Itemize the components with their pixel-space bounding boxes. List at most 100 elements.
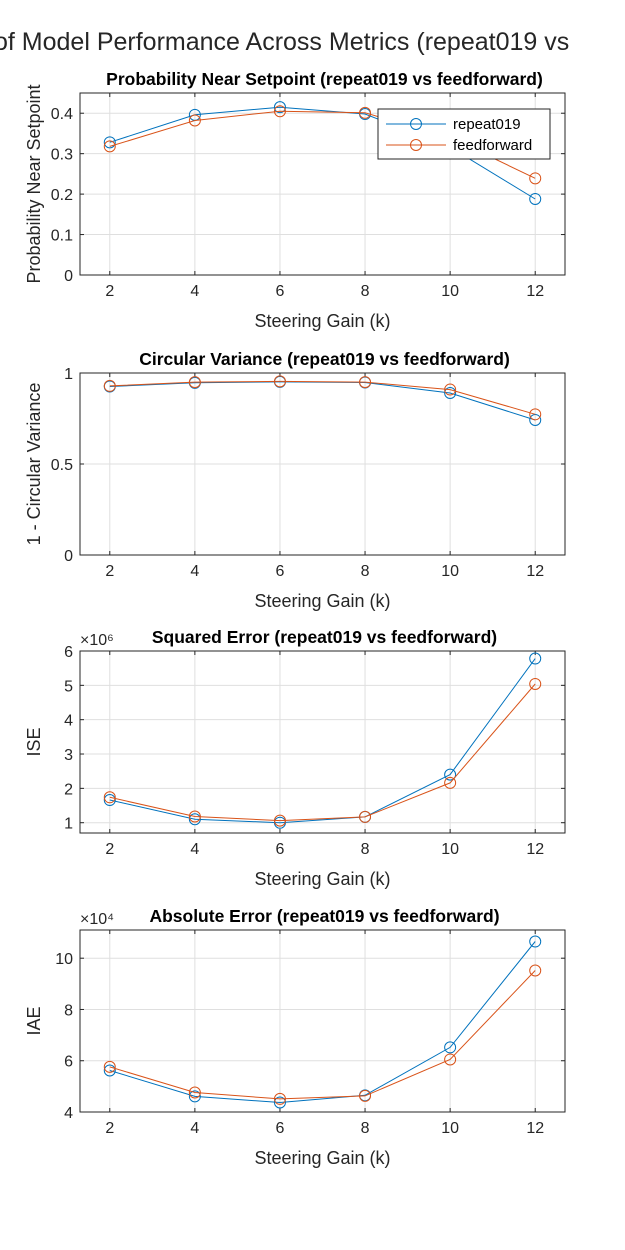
y-tick-label: 6	[64, 1054, 73, 1071]
data-point-feedforward	[273, 105, 286, 118]
data-point-repeat019	[188, 813, 201, 826]
y-tick-label: 4	[64, 1105, 73, 1122]
data-point-feedforward	[444, 776, 457, 789]
subplot-title: Squared Error (repeat019 vs feedforward)	[152, 627, 497, 647]
y-tick-label: 3	[64, 747, 73, 764]
y-axis-label: IAE	[24, 1006, 44, 1035]
y-tick-label: 1	[64, 366, 73, 383]
data-point-feedforward	[359, 1089, 372, 1102]
data-point-repeat019	[103, 136, 116, 149]
data-point-feedforward	[103, 379, 116, 392]
x-tick-label: 4	[190, 283, 199, 300]
y-axis-label: 1 - Circular Variance	[24, 383, 44, 546]
legend-box	[377, 108, 551, 160]
series-line-feedforward	[109, 970, 536, 1100]
data-point-repeat019	[529, 935, 542, 948]
y-tick-label: 10	[55, 951, 73, 968]
data-point-repeat019	[529, 192, 542, 205]
x-tick-label: 4	[190, 1120, 199, 1137]
legend-label-repeat019: repeat019	[453, 116, 521, 133]
subplot-1: 2 4 6 8 10 12 0 0.1 0.2 0.3 0.4 Probability Near Se…	[24, 69, 566, 331]
x-tick-label: 10	[441, 563, 459, 580]
x-axis-label: Steering Gain (k)	[254, 1148, 390, 1168]
x-axis-label: Steering Gain (k)	[254, 869, 390, 889]
data-point-feedforward	[529, 408, 542, 421]
data-point-feedforward	[529, 677, 542, 690]
data-point-feedforward	[188, 376, 201, 389]
y-tick-label: 0.5	[51, 457, 73, 474]
subplot-title: Absolute Error (repeat019 vs feedforward…	[149, 906, 499, 926]
y-tick-label: 0.3	[51, 147, 73, 164]
data-point-feedforward	[103, 1060, 116, 1073]
axes-frame	[79, 650, 566, 834]
x-tick-label: 8	[361, 1120, 370, 1137]
x-tick-label: 4	[190, 841, 199, 858]
subplot-2: 2 4 6 8 10 12 0 0.5 1 Circular Variance (repeat01…	[24, 349, 566, 611]
legend-label-feedforward: feedforward	[453, 137, 532, 154]
x-tick-label: 12	[526, 283, 544, 300]
x-tick-label: 4	[190, 563, 199, 580]
x-tick-label: 6	[276, 1120, 285, 1137]
x-tick-label: 8	[361, 563, 370, 580]
data-point-repeat019	[103, 794, 116, 807]
x-tick-label: 8	[361, 841, 370, 858]
x-tick-label: 12	[526, 1120, 544, 1137]
x-tick-label: 6	[276, 841, 285, 858]
figure-suptitle: of Model Performance Across Metrics (rep…	[0, 28, 569, 56]
data-point-repeat019	[273, 1096, 286, 1109]
subplot-title: Probability Near Setpoint (repeat019 vs …	[106, 69, 543, 89]
legend-marker-repeat019	[410, 118, 422, 130]
x-tick-label: 6	[276, 563, 285, 580]
subplot-4: 2 4 6 8 10 12 4 6 8 10 ×10⁴ Absolute Error (repeat0…	[24, 906, 566, 1168]
data-point-feedforward	[359, 376, 372, 389]
series-line-feedforward	[109, 380, 536, 415]
data-point-feedforward	[273, 814, 286, 827]
series-line-repeat019	[109, 381, 536, 421]
x-tick-label: 2	[105, 283, 114, 300]
y-axis-label: ISE	[24, 727, 44, 756]
data-point-repeat019	[529, 413, 542, 426]
series-line-feedforward	[109, 683, 536, 822]
data-point-feedforward	[188, 114, 201, 127]
data-point-feedforward	[273, 1092, 286, 1105]
x-tick-label: 10	[441, 283, 459, 300]
data-point-feedforward	[103, 791, 116, 804]
x-tick-label: 12	[526, 841, 544, 858]
y-tick-label: 2	[64, 781, 73, 798]
y-tick-label: 6	[64, 644, 73, 661]
y-tick-label: 0	[64, 548, 73, 565]
data-point-repeat019	[188, 1090, 201, 1103]
y-tick-label: 8	[64, 1002, 73, 1019]
data-point-feedforward	[273, 375, 286, 388]
axes-frame	[79, 92, 566, 276]
series-line-repeat019	[109, 941, 536, 1104]
y-axis-label: Probability Near Setpoint	[24, 84, 44, 283]
x-tick-label: 12	[526, 563, 544, 580]
y-tick-label: 0.4	[51, 106, 73, 123]
data-point-feedforward	[359, 810, 372, 823]
data-point-repeat019	[444, 387, 457, 400]
series-line-repeat019	[109, 658, 536, 824]
data-point-feedforward	[529, 964, 542, 977]
x-axis-label: Steering Gain (k)	[254, 311, 390, 331]
x-axis-label: Steering Gain (k)	[254, 591, 390, 611]
data-point-repeat019	[273, 101, 286, 114]
subplot-title: Circular Variance (repeat019 vs feedforw…	[139, 349, 510, 369]
data-point-repeat019	[444, 768, 457, 781]
data-point-repeat019	[529, 652, 542, 665]
x-tick-label: 2	[105, 563, 114, 580]
legend: repeat019 feedforward	[377, 108, 551, 160]
x-tick-label: 10	[441, 1120, 459, 1137]
axes-frame	[79, 929, 566, 1113]
y-tick-label: 0.2	[51, 187, 73, 204]
y-tick-label: 1	[64, 816, 73, 833]
data-point-feedforward	[188, 810, 201, 823]
data-point-feedforward	[188, 1086, 201, 1099]
y-tick-label: 4	[64, 713, 73, 730]
data-point-feedforward	[359, 106, 372, 119]
x-tick-label: 2	[105, 1120, 114, 1137]
legend-marker-feedforward	[410, 139, 422, 151]
data-point-feedforward	[444, 1053, 457, 1066]
